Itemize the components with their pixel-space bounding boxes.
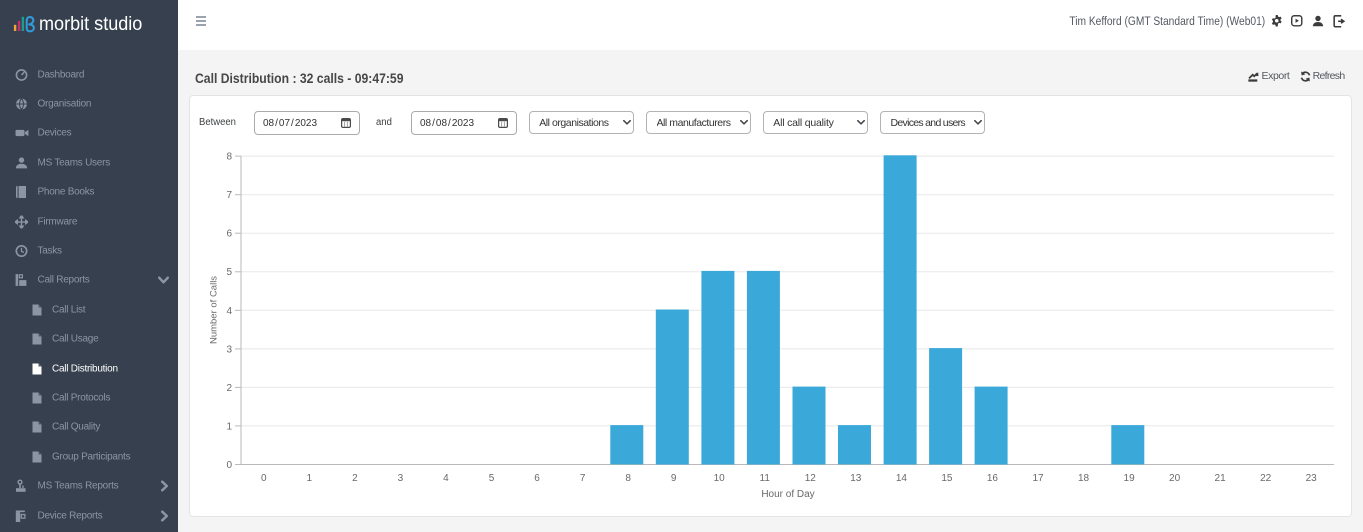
svg-text:1: 1 (226, 421, 232, 432)
svg-text:10: 10 (714, 473, 726, 484)
svg-text:4: 4 (226, 306, 232, 317)
svg-text:5: 5 (489, 473, 495, 484)
svg-text:3: 3 (398, 473, 404, 484)
svg-text:6: 6 (534, 473, 540, 484)
svg-text:7: 7 (226, 190, 232, 201)
svg-text:3: 3 (226, 344, 232, 355)
svg-text:23: 23 (1306, 473, 1318, 484)
svg-text:Hour of Day: Hour of Day (761, 489, 814, 500)
svg-text:0: 0 (261, 473, 267, 484)
svg-text:22: 22 (1260, 473, 1272, 484)
svg-text:0: 0 (226, 460, 232, 471)
svg-text:18: 18 (1078, 473, 1090, 484)
svg-text:7: 7 (580, 473, 586, 484)
svg-text:4: 4 (443, 473, 449, 484)
svg-text:2: 2 (226, 383, 232, 394)
svg-text:13: 13 (850, 473, 862, 484)
svg-text:20: 20 (1169, 473, 1181, 484)
svg-text:15: 15 (941, 473, 953, 484)
svg-text:9: 9 (671, 473, 677, 484)
svg-text:8: 8 (625, 473, 631, 484)
svg-text:Number of Calls: Number of Calls (209, 276, 220, 344)
svg-text:2: 2 (352, 473, 358, 484)
svg-text:6: 6 (226, 229, 232, 240)
svg-text:11: 11 (760, 473, 771, 484)
svg-text:16: 16 (987, 473, 999, 484)
svg-text:12: 12 (805, 473, 817, 484)
svg-text:19: 19 (1124, 473, 1136, 484)
svg-text:5: 5 (226, 267, 232, 278)
svg-text:8: 8 (226, 152, 232, 163)
svg-text:1: 1 (307, 473, 313, 484)
svg-text:14: 14 (896, 473, 908, 484)
svg-text:17: 17 (1032, 473, 1044, 484)
svg-text:21: 21 (1215, 473, 1227, 484)
